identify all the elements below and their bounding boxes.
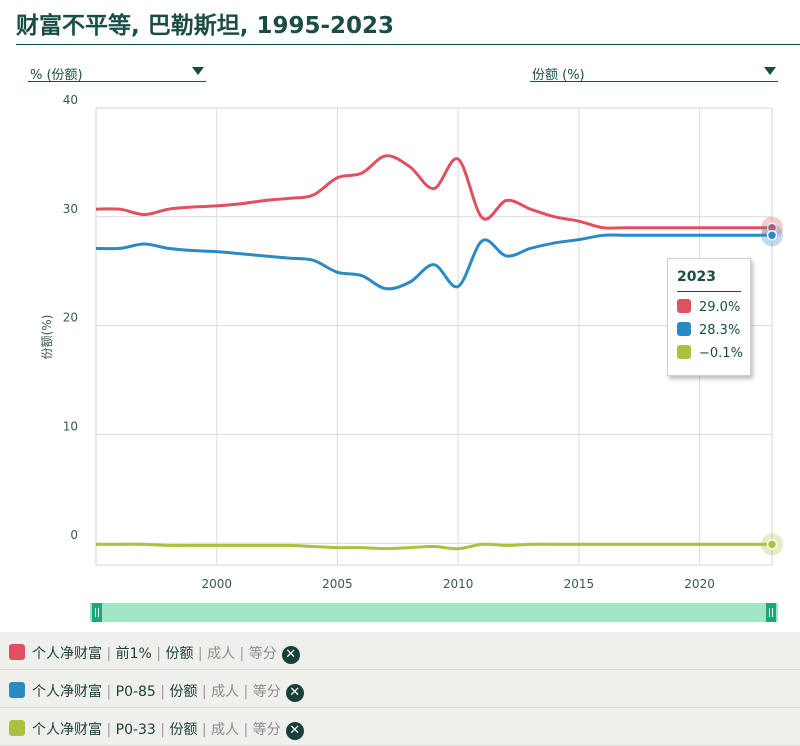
- tooltip-value-top1: 29.0%: [699, 300, 741, 315]
- year-range-slider[interactable]: [90, 603, 778, 622]
- x-tick-label: 2010: [443, 577, 474, 591]
- legend-part: 个人净财富: [32, 684, 102, 700]
- legend-part: 份额: [169, 722, 198, 738]
- series-line-p0-33: [96, 542, 772, 551]
- tooltip-value-p0-85: 28.3%: [699, 323, 741, 338]
- tooltip-year: 2023: [677, 269, 716, 285]
- legend-swatch: [9, 720, 25, 736]
- legend-part: 个人净财富: [32, 722, 102, 738]
- series-legend: 个人净财富 | 前1% | 份额 | 成人 | 等分 ✕ 个人净财富 | P0-8…: [0, 632, 800, 746]
- tooltip-divider: [677, 291, 741, 292]
- unit-dropdown-value: % (份额): [30, 68, 83, 83]
- page-title: 财富不平等, 巴勒斯坦, 1995-2023: [16, 13, 395, 39]
- legend-part: P0-33: [115, 722, 156, 738]
- tooltip-row-p0-33: −0.1%: [677, 345, 743, 363]
- legend-muted: 等分: [252, 684, 281, 700]
- legend-swatch: [9, 644, 25, 660]
- y-tick-label: 0: [70, 528, 78, 542]
- tooltip-row-p0-85: 28.3%: [677, 322, 740, 340]
- legend-item-p0-33[interactable]: 个人净财富 | P0-33 | 份额 | 成人 | 等分 ✕: [0, 708, 800, 746]
- plot-frame: [95, 107, 773, 566]
- y-tick-label: 40: [63, 93, 78, 107]
- series-line-p0-85: [95, 233, 772, 291]
- indicator-dropdown[interactable]: 份额 (%): [530, 60, 778, 83]
- x-tick-label: 2015: [564, 577, 595, 591]
- x-tick-label: 2005: [322, 577, 353, 591]
- legend-swatch: [9, 682, 25, 698]
- legend-part: 前1%: [115, 646, 152, 662]
- legend-part: 份额: [169, 684, 198, 700]
- y-tick-label: 30: [63, 202, 78, 216]
- legend-muted: 等分: [252, 722, 281, 738]
- tooltip-swatch-p0-33: [677, 345, 691, 359]
- legend-part: P0-85: [115, 684, 156, 700]
- unit-dropdown[interactable]: % (份额): [28, 60, 206, 83]
- indicator-dropdown-value: 份额 (%): [532, 68, 585, 83]
- legend-part: 个人净财富: [32, 646, 102, 662]
- legend-part: 份额: [165, 646, 194, 662]
- hover-tooltip: 2023 29.0% 28.3% −0.1%: [667, 258, 751, 376]
- endpoint-marker: [766, 539, 778, 550]
- y-tick-label: 20: [63, 311, 78, 325]
- tooltip-swatch-top1: [677, 299, 691, 313]
- close-circle-icon[interactable]: ✕: [285, 722, 304, 740]
- tooltip-swatch-p0-85: [677, 322, 691, 336]
- x-tick-label: 2000: [201, 577, 232, 591]
- title-divider: [16, 44, 800, 45]
- close-circle-icon[interactable]: ✕: [281, 646, 300, 664]
- legend-item-p0-85[interactable]: 个人净财富 | P0-85 | 份额 | 成人 | 等分 ✕: [0, 670, 800, 708]
- legend-muted: 成人: [207, 646, 236, 662]
- tooltip-value-p0-33: −0.1%: [699, 346, 743, 361]
- legend-item-top1[interactable]: 个人净财富 | 前1% | 份额 | 成人 | 等分 ✕: [0, 632, 800, 670]
- range-start-handle[interactable]: [92, 603, 102, 622]
- line-chart: 0 10 20 30 40 2000 2005 2010 2015 2020 份额(%): [40, 93, 783, 591]
- legend-muted: 等分: [248, 646, 277, 662]
- legend-muted: 成人: [211, 684, 240, 700]
- legend-muted: 成人: [211, 722, 240, 738]
- close-circle-icon[interactable]: ✕: [285, 684, 304, 702]
- y-tick-label: 10: [63, 419, 78, 433]
- series-line-top1: [95, 154, 772, 230]
- endpoint-marker: [766, 230, 778, 241]
- tooltip-row-top1: 29.0%: [677, 299, 740, 317]
- x-tick-label: 2020: [684, 577, 715, 591]
- y-axis-label: 份额(%): [40, 315, 54, 360]
- caret-down-icon: [192, 67, 204, 75]
- range-end-handle[interactable]: [766, 603, 776, 622]
- caret-down-icon: [764, 67, 776, 75]
